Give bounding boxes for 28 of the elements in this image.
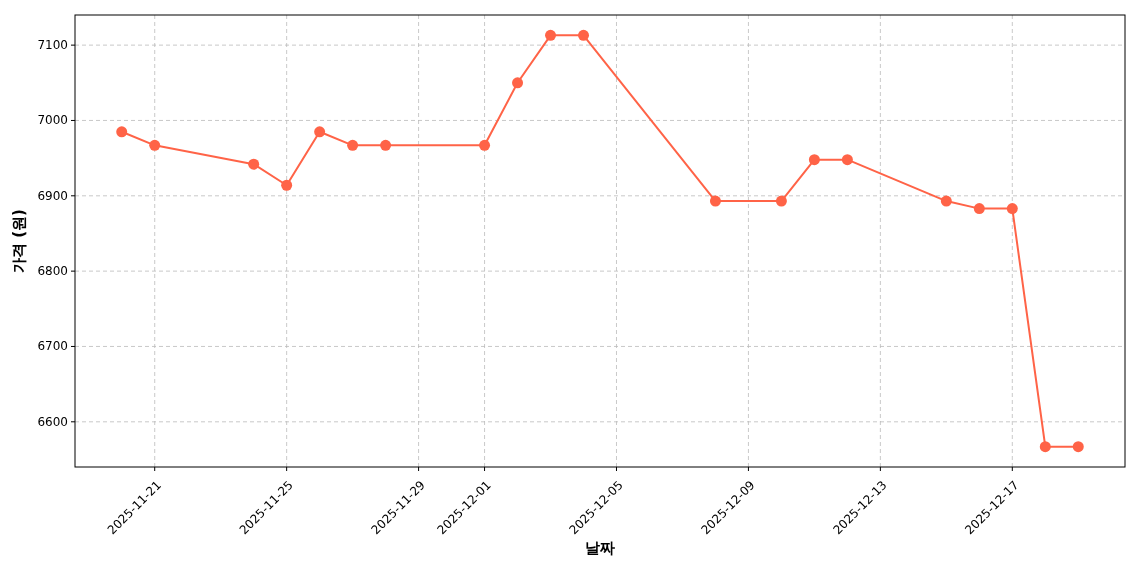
x-axis-title: 날짜 [585,539,615,557]
point [841,154,853,166]
point [808,154,820,166]
point [973,203,985,215]
point [281,179,293,191]
point [1039,441,1051,453]
point [314,126,326,138]
point [709,195,721,207]
point [248,158,260,170]
point [347,139,359,151]
point [149,139,161,151]
point [479,139,491,151]
y-tick-label: 6700 [37,339,68,354]
y-tick-label: 6900 [37,188,68,203]
point [512,77,524,89]
y-tick-label: 7100 [37,38,68,53]
y-axis-title: 가격 (원) [10,209,28,273]
y-tick-label: 6800 [37,264,68,279]
point [940,195,952,207]
point [1006,203,1018,215]
y-tick-label: 6600 [37,414,68,429]
point [116,126,128,138]
point [545,29,557,41]
point [380,139,392,151]
point [578,29,590,41]
point [1072,441,1084,453]
point [775,195,787,207]
y-tick-label: 7000 [37,113,68,128]
